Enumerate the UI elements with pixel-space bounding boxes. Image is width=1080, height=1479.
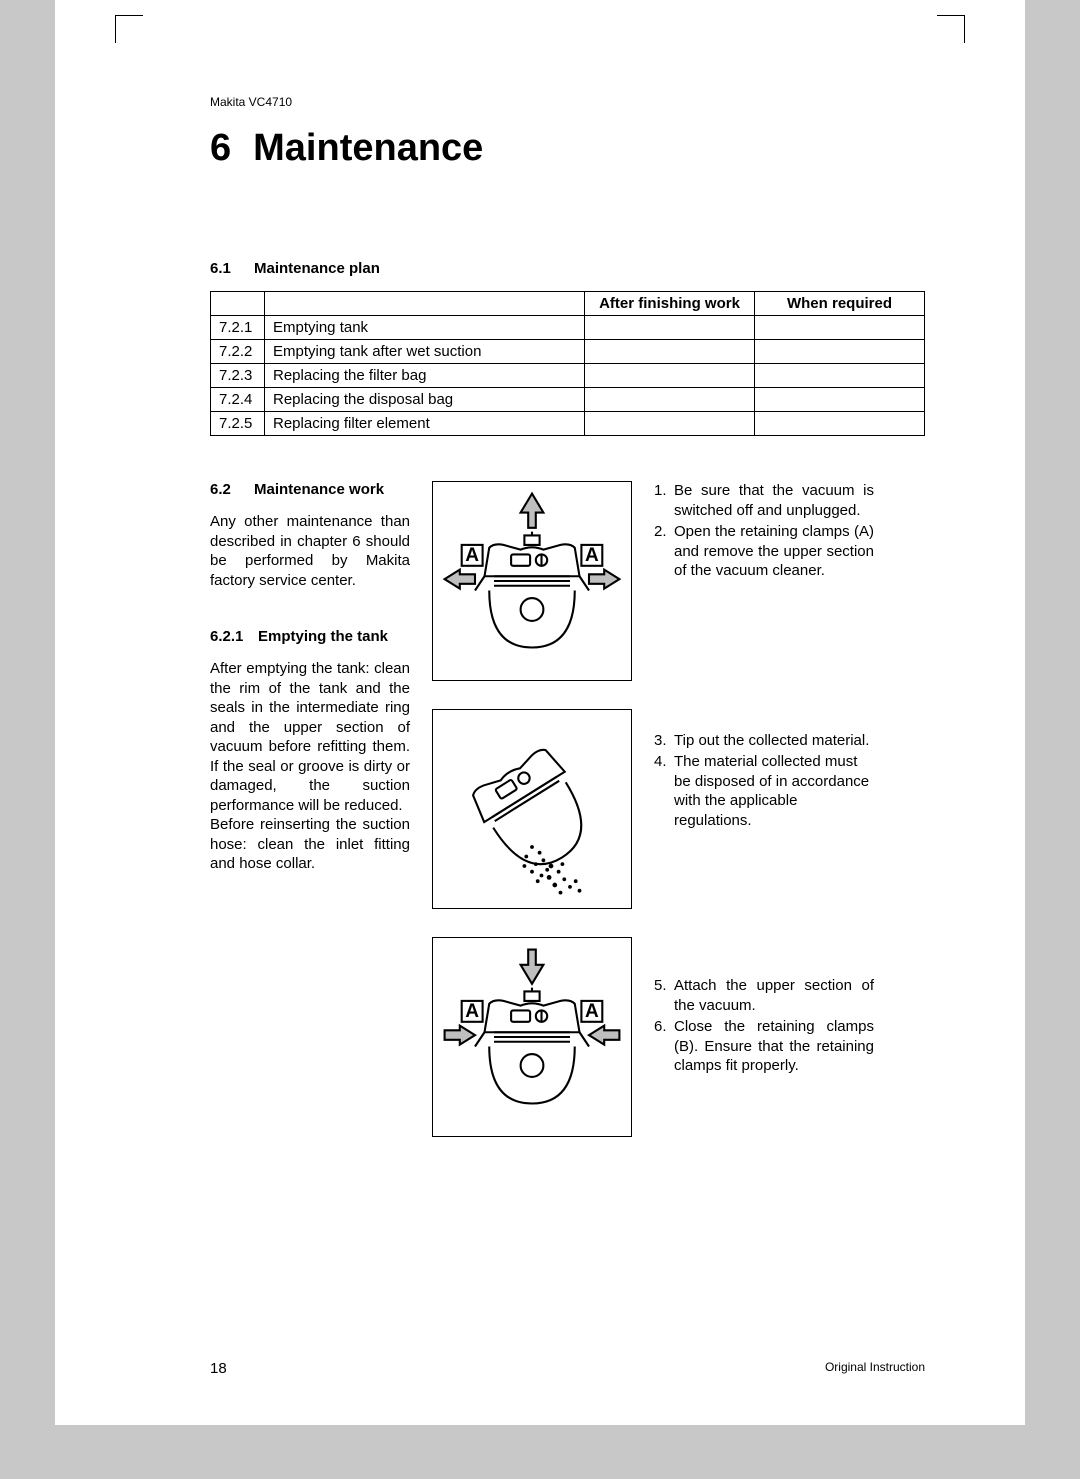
cell-task: Emptying tank after wet suction [265, 340, 585, 364]
steps-group-1: 1.Be sure that the vacuum is switched of… [654, 481, 874, 581]
table-header-blank-1 [211, 292, 265, 316]
svg-text:A: A [465, 545, 479, 566]
section-6-1-heading: 6.1Maintenance plan [210, 260, 925, 277]
manual-page: Makita VC4710 6Maintenance 6.1Maintenanc… [55, 0, 1025, 1425]
maintenance-plan-table: After finishing work When required 7.2.1… [210, 291, 925, 436]
footer-note: Original Instruction [825, 1360, 925, 1377]
cell-when [755, 388, 925, 412]
figure-3-close-clamps: A A [432, 937, 632, 1137]
table-header-when: When required [755, 292, 925, 316]
chapter-number: 6 [210, 127, 231, 169]
cell-when [755, 340, 925, 364]
cell-when [755, 412, 925, 436]
table-header-after: After finishing work [585, 292, 755, 316]
step-item: 4.The material collected must be dispose… [654, 752, 874, 830]
section-number: 6.2 [210, 481, 254, 498]
table-row: 7.2.5Replacing filter element [211, 412, 925, 436]
page-number: 18 [210, 1360, 227, 1377]
spacer [654, 609, 874, 731]
cell-task: Emptying tank [265, 316, 585, 340]
cell-ref: 7.2.1 [211, 316, 265, 340]
cell-ref: 7.2.4 [211, 388, 265, 412]
page-footer: 18 Original Instruction [210, 1360, 925, 1377]
table-row: 7.2.4Replacing the disposal bag [211, 388, 925, 412]
chapter-title: 6 Maintenance [210, 127, 925, 170]
svg-text:A: A [585, 1001, 599, 1022]
left-column: 6.2Maintenance work Any other maintenanc… [210, 481, 410, 1137]
cell-after [585, 340, 755, 364]
section-title: Maintenance work [254, 481, 384, 498]
step-item: 2.Open the retaining clamps (A) and remo… [654, 522, 874, 581]
step-item: 1.Be sure that the vacuum is switched of… [654, 481, 874, 520]
crop-mark-top-right [937, 15, 965, 43]
steps-group-3: 5.Attach the upper section of the vacuum… [654, 976, 874, 1076]
table-row: 7.2.1Emptying tank [211, 316, 925, 340]
spacer [654, 858, 874, 976]
table-header-blank-2 [265, 292, 585, 316]
section-title: Maintenance plan [254, 260, 380, 277]
svg-text:A: A [585, 545, 599, 566]
step-item: 5.Attach the upper section of the vacuum… [654, 976, 874, 1015]
section-6-2-1-heading: 6.2.1Emptying the tank [210, 628, 410, 645]
chapter-title-text: Maintenance [253, 127, 483, 169]
svg-text:A: A [465, 1001, 479, 1022]
three-column-body: 6.2Maintenance work Any other maintenanc… [210, 481, 925, 1137]
steps-group-2: 3.Tip out the collected material. 4.The … [654, 731, 874, 831]
section-number: 6.1 [210, 260, 254, 277]
step-item: 6.Close the retaining clamps (B). Ensure… [654, 1017, 874, 1076]
figure-1-open-clamps: A A [432, 481, 632, 681]
header-product: Makita VC4710 [210, 95, 925, 109]
cell-task: Replacing the filter bag [265, 364, 585, 388]
cell-task: Replacing the disposal bag [265, 388, 585, 412]
section-6-2-1-para: After emptying the tank: clean the rim o… [210, 659, 410, 874]
cell-when [755, 316, 925, 340]
cell-after [585, 316, 755, 340]
crop-mark-top-left [115, 15, 143, 43]
section-6-2-heading: 6.2Maintenance work [210, 481, 410, 498]
cell-task: Replacing filter element [265, 412, 585, 436]
cell-after [585, 364, 755, 388]
cell-ref: 7.2.5 [211, 412, 265, 436]
step-item: 3.Tip out the collected material. [654, 731, 874, 751]
right-column: 1.Be sure that the vacuum is switched of… [654, 481, 874, 1137]
cell-ref: 7.2.2 [211, 340, 265, 364]
cell-ref: 7.2.3 [211, 364, 265, 388]
cell-after [585, 388, 755, 412]
table-header-row: After finishing work When required [211, 292, 925, 316]
middle-column: A A [432, 481, 632, 1137]
subsection-number: 6.2.1 [210, 628, 258, 645]
cell-when [755, 364, 925, 388]
table-row: 7.2.2Emptying tank after wet suction [211, 340, 925, 364]
cell-after [585, 412, 755, 436]
table-row: 7.2.3Replacing the filter bag [211, 364, 925, 388]
section-6-2-intro: Any other maintenance than described in … [210, 512, 410, 590]
subsection-title: Emptying the tank [258, 628, 388, 645]
figure-2-tip-out [432, 709, 632, 909]
